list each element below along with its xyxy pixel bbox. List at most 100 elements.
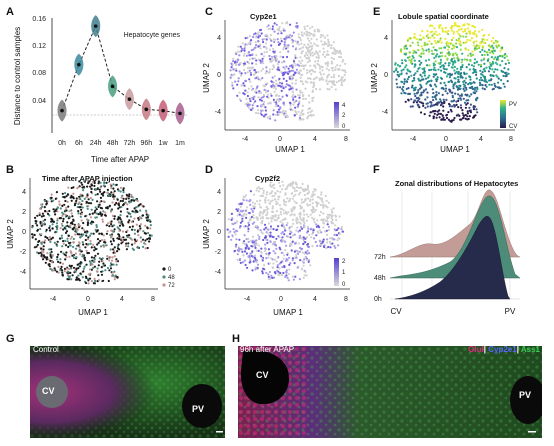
umap-cell <box>110 209 113 212</box>
umap-cell <box>272 65 275 68</box>
umap-cell <box>60 237 64 240</box>
umap-cell <box>303 55 306 58</box>
umap-cell <box>122 197 125 200</box>
umap-cell <box>61 274 64 277</box>
umap-cell <box>286 221 289 224</box>
umap-cell <box>449 53 452 56</box>
umap-cell <box>128 193 131 196</box>
umap-cell <box>270 191 273 194</box>
umap-cell <box>263 228 266 231</box>
umap-cell <box>276 202 279 205</box>
umap-cell <box>413 99 416 102</box>
umap-cell <box>243 62 246 65</box>
umap-cell <box>305 57 308 60</box>
umap-cell <box>439 112 442 115</box>
umap-cell <box>507 59 510 62</box>
umap-cell <box>436 78 439 81</box>
umap-cell <box>61 204 64 207</box>
c-ytick-0: 4 <box>217 35 221 42</box>
umap-cell <box>494 68 497 71</box>
umap-cell <box>282 56 285 59</box>
umap-cell <box>318 50 321 53</box>
umap-cell <box>332 81 335 84</box>
umap-cell <box>476 88 479 91</box>
umap-cell <box>264 106 267 109</box>
umap-cell <box>250 39 253 42</box>
umap-cell <box>43 199 46 202</box>
umap-cell <box>294 275 297 278</box>
umap-cell <box>434 109 437 113</box>
umap-cell <box>38 212 41 215</box>
umap-cell <box>280 224 284 227</box>
umap-cell <box>329 242 332 245</box>
umap-cell <box>302 118 305 121</box>
umap-cell <box>252 260 255 263</box>
umap-cell <box>50 220 53 223</box>
umap-cell <box>465 72 468 75</box>
umap-cell <box>466 102 469 105</box>
umap-cell <box>275 23 278 26</box>
umap-cell <box>310 209 313 212</box>
umap-cell <box>427 76 430 79</box>
umap-cell <box>338 67 341 71</box>
umap-cell <box>492 46 495 50</box>
umap-cell <box>261 232 264 235</box>
umap-cell <box>325 205 328 208</box>
umap-cell <box>47 258 50 261</box>
panel-label-e: E <box>373 6 381 18</box>
umap-cell <box>92 221 95 224</box>
umap-cell <box>56 210 59 213</box>
umap-cell <box>437 55 440 58</box>
umap-cell <box>295 68 298 71</box>
umap-cell <box>251 269 254 272</box>
umap-cell <box>275 210 278 213</box>
umap-cell <box>257 40 260 43</box>
umap-cell <box>277 195 280 198</box>
umap-cell <box>270 94 273 97</box>
panel-a-chart: 0.04 0.08 0.12 0.16 Distance to control … <box>13 15 188 164</box>
umap-cell <box>68 215 71 218</box>
umap-cell <box>315 76 318 79</box>
umap-cell <box>294 54 297 57</box>
umap-cell <box>281 180 284 183</box>
umap-cell <box>124 238 128 241</box>
umap-cell <box>297 36 301 39</box>
umap-cell <box>31 236 34 239</box>
umap-cell <box>451 96 454 99</box>
umap-cell <box>262 67 265 70</box>
umap-cell <box>428 40 431 43</box>
umap-cell <box>70 267 73 270</box>
umap-cell <box>421 78 424 81</box>
umap-cell <box>299 114 302 117</box>
umap-cell <box>299 76 302 79</box>
umap-cell <box>67 278 70 281</box>
umap-cell <box>256 105 259 108</box>
umap-cell <box>292 60 296 63</box>
umap-cell <box>300 42 303 45</box>
umap-cell <box>251 235 255 238</box>
umap-cell <box>118 229 121 233</box>
umap-cell <box>313 193 316 196</box>
a-xtick-0: 0h <box>58 140 66 147</box>
umap-cell <box>243 49 246 52</box>
umap-cell <box>293 190 296 193</box>
umap-cell <box>292 182 295 185</box>
umap-cell <box>96 229 99 232</box>
umap-cell <box>442 109 445 112</box>
c-scale-1: 2 <box>342 113 346 119</box>
umap-cell <box>288 226 291 229</box>
umap-cell <box>233 73 236 76</box>
umap-cell <box>78 248 82 251</box>
umap-cell <box>437 92 440 95</box>
umap-cell <box>60 269 64 272</box>
umap-cell <box>241 261 244 264</box>
umap-cell <box>270 80 273 83</box>
umap-cell <box>335 234 339 237</box>
umap-cell <box>454 61 457 64</box>
umap-cell <box>426 43 429 46</box>
umap-cell <box>402 68 405 71</box>
umap-cell <box>290 244 293 247</box>
umap-cell <box>305 231 309 234</box>
umap-cell <box>401 88 404 91</box>
umap-cell <box>481 87 484 90</box>
